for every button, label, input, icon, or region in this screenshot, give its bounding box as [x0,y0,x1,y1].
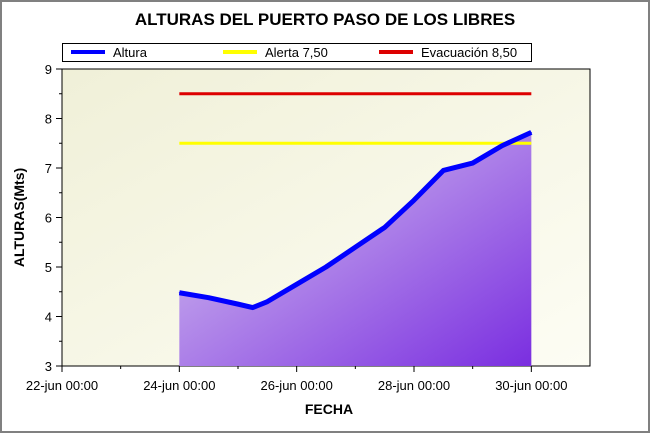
altura-point-7 [354,246,356,248]
altura-point-10 [442,169,444,171]
altura-point-6 [325,266,327,268]
y-tick-label-9: 9 [45,62,52,77]
y-tick-label-5: 5 [45,260,52,275]
y-tick-label-7: 7 [45,161,52,176]
x-tick-label-3: 28-jun 00:00 [378,378,450,393]
altura-point-8 [384,226,386,228]
legend-swatch-evacuacion [379,50,413,54]
altura-point-12 [501,145,503,147]
chart-legend: Altura Alerta 7,50 Evacuación 8,50 [62,43,532,62]
altura-point-2 [237,303,239,305]
altura-line [178,130,533,311]
y-tick-label-6: 6 [45,211,52,226]
legend-label-alerta: Alerta 7,50 [265,45,328,60]
x-tick-label-2: 26-jun 00:00 [261,378,333,393]
altura-point-0 [178,292,180,294]
y-tick-label-3: 3 [45,359,52,374]
altura-point-13 [530,131,532,133]
legend-swatch-alerta [223,50,257,54]
altura-point-3 [252,307,254,309]
y-tick-label-8: 8 [45,112,52,127]
altura-point-1 [208,297,210,299]
x-tick-label-1: 24-jun 00:00 [143,378,215,393]
x-tick-label-0: 22-jun 00:00 [26,378,98,393]
legend-swatch-altura [71,50,105,54]
altura-point-11 [472,162,474,164]
chart-title: ALTURAS DEL PUERTO PASO DE LOS LIBRES [134,10,516,29]
y-axis-title: ALTURAS(Mts) [11,168,27,267]
x-tick-label-4: 30-jun 00:00 [495,378,567,393]
altura-point-5 [296,283,298,285]
x-axis-title: FECHA [305,401,353,417]
altura-point-4 [266,301,268,303]
altura-point-9 [413,199,415,201]
legend-label-altura: Altura [113,45,147,60]
y-tick-label-4: 4 [45,310,52,325]
legend-label-evacuacion: Evacuación 8,50 [421,45,518,60]
